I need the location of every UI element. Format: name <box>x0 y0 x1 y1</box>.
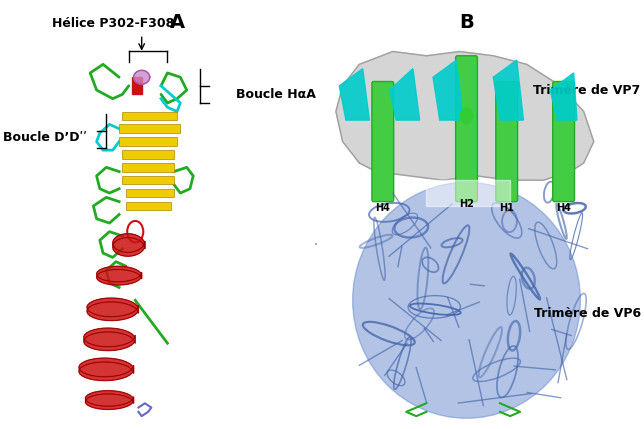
FancyBboxPatch shape <box>496 82 518 202</box>
Polygon shape <box>79 358 134 381</box>
Text: Trimère de VP6: Trimère de VP6 <box>533 307 641 320</box>
Text: Trimère de VP7: Trimère de VP7 <box>533 84 641 97</box>
Polygon shape <box>97 266 142 285</box>
Polygon shape <box>86 391 134 409</box>
Polygon shape <box>550 73 577 120</box>
Text: H4: H4 <box>375 203 390 213</box>
Text: H4: H4 <box>556 203 571 213</box>
Text: A: A <box>169 13 185 32</box>
Circle shape <box>460 108 473 124</box>
Text: Hélice P302-F308: Hélice P302-F308 <box>52 17 174 30</box>
Polygon shape <box>493 60 524 120</box>
Polygon shape <box>336 51 594 180</box>
Polygon shape <box>119 137 177 146</box>
Polygon shape <box>132 77 142 94</box>
Polygon shape <box>339 69 370 120</box>
Text: Boucle DʼDʹʹ: Boucle DʼDʹʹ <box>3 131 87 144</box>
Polygon shape <box>134 70 149 84</box>
Polygon shape <box>122 176 174 184</box>
Polygon shape <box>87 298 138 320</box>
Polygon shape <box>122 150 174 159</box>
Text: Boucle HαA: Boucle HαA <box>236 88 316 101</box>
FancyBboxPatch shape <box>455 56 477 202</box>
Polygon shape <box>390 69 420 120</box>
Text: B: B <box>459 13 474 32</box>
Text: •: • <box>314 242 317 248</box>
Polygon shape <box>433 60 463 120</box>
FancyBboxPatch shape <box>372 82 393 202</box>
Polygon shape <box>126 202 171 210</box>
Polygon shape <box>426 180 510 206</box>
Polygon shape <box>119 124 180 133</box>
FancyBboxPatch shape <box>553 82 574 202</box>
Polygon shape <box>113 234 145 256</box>
Polygon shape <box>84 328 135 350</box>
Text: H1: H1 <box>499 203 514 213</box>
Text: H2: H2 <box>459 199 474 209</box>
Polygon shape <box>122 112 177 120</box>
Ellipse shape <box>353 182 580 418</box>
Polygon shape <box>126 189 174 197</box>
Polygon shape <box>122 163 174 172</box>
